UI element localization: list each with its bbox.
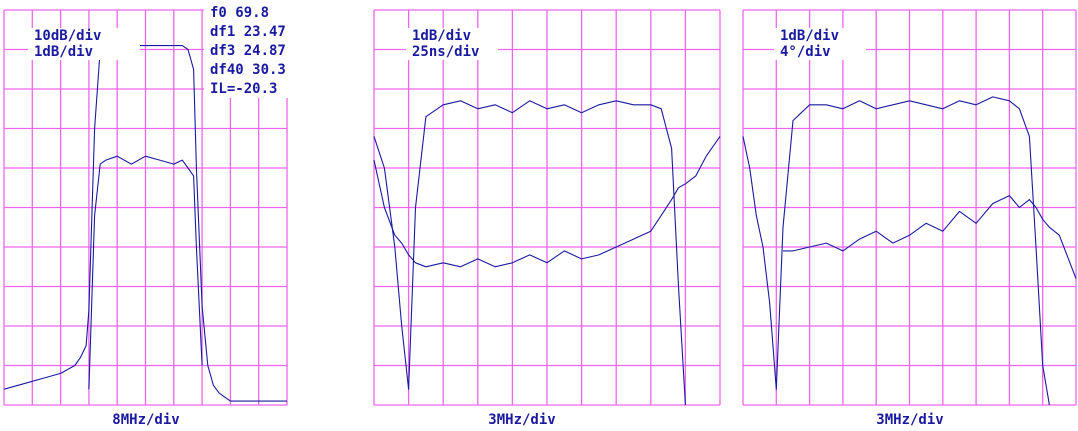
panel-1-readout-bg bbox=[204, 2, 312, 98]
panel-3-trace-2 bbox=[783, 195, 1077, 279]
panel-1-scale-label-bg bbox=[28, 28, 140, 60]
panel-2-x-scale-label: 3MHz/div bbox=[488, 412, 555, 428]
readout-df40: df40 30.3 bbox=[210, 62, 286, 78]
readout-df3: df3 24.87 bbox=[210, 43, 286, 59]
panel-3-traces bbox=[742, 96, 1077, 406]
panel-1-scale-label-1: 10dB/div bbox=[34, 28, 101, 44]
panel-3-scale-label-1: 1dB/div bbox=[780, 28, 839, 44]
panel-3: 1dB/div 4°/div 3MHz/div bbox=[742, 9, 1077, 428]
panel-3-scale-label-2: 4°/div bbox=[780, 44, 831, 60]
panel-2-scale-label-2: 25ns/div bbox=[412, 44, 479, 60]
panel-2-grid bbox=[373, 9, 721, 406]
readout-il: IL=-20.3 bbox=[210, 81, 277, 97]
panel-1-scale-label-2: 1dB/div bbox=[34, 44, 93, 60]
readout-f0: f0 69.8 bbox=[210, 5, 269, 21]
panel-3-grid bbox=[742, 9, 1077, 406]
panel-1-x-scale-label: 8MHz/div bbox=[112, 412, 179, 428]
panel-2-traces bbox=[373, 100, 721, 406]
panel-3-scale-label-bg bbox=[774, 28, 866, 60]
panel-2-scale-label-bg bbox=[406, 28, 498, 60]
panel-1-trace-2 bbox=[88, 155, 203, 390]
panel-1: 10dB/div 1dB/div f0 69.8 df1 23.47 df3 2… bbox=[3, 2, 312, 428]
panel-3-trace-1 bbox=[742, 96, 1050, 406]
panel-3-x-scale-label: 3MHz/div bbox=[876, 412, 943, 428]
panel-2: 1dB/div 25ns/div 3MHz/div bbox=[373, 9, 721, 428]
panel-2-trace-2 bbox=[373, 136, 721, 268]
readout-df1: df1 23.47 bbox=[210, 24, 286, 40]
panel-1-traces bbox=[3, 45, 287, 402]
panel-2-trace-1 bbox=[373, 100, 686, 406]
panel-2-scale-label-1: 1dB/div bbox=[412, 28, 471, 44]
panel-1-trace-1 bbox=[3, 45, 287, 402]
